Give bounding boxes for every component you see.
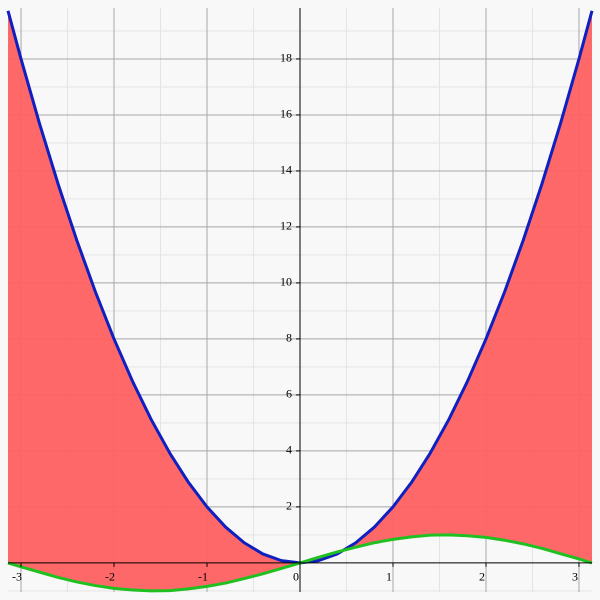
area-fill bbox=[8, 10, 592, 591]
x-tick-label: 2 bbox=[479, 570, 485, 584]
y-tick-label: 8 bbox=[286, 331, 292, 345]
x-tick-label: 1 bbox=[386, 570, 392, 584]
y-tick-label: 14 bbox=[280, 163, 292, 177]
x-tick-label: -2 bbox=[105, 570, 115, 584]
y-tick-label: 12 bbox=[280, 219, 292, 233]
y-tick-label: 18 bbox=[280, 51, 292, 65]
y-tick-label: 2 bbox=[286, 499, 292, 513]
y-tick-label: 4 bbox=[286, 443, 292, 457]
y-tick-label: 16 bbox=[280, 107, 292, 121]
y-tick-label: 6 bbox=[286, 387, 292, 401]
x-tick-label: 0 bbox=[293, 570, 299, 584]
x-tick-label: 3 bbox=[572, 570, 578, 584]
x-tick-label: -1 bbox=[198, 570, 208, 584]
y-tick-label: 10 bbox=[280, 275, 292, 289]
x-tick-label: -3 bbox=[12, 570, 22, 584]
